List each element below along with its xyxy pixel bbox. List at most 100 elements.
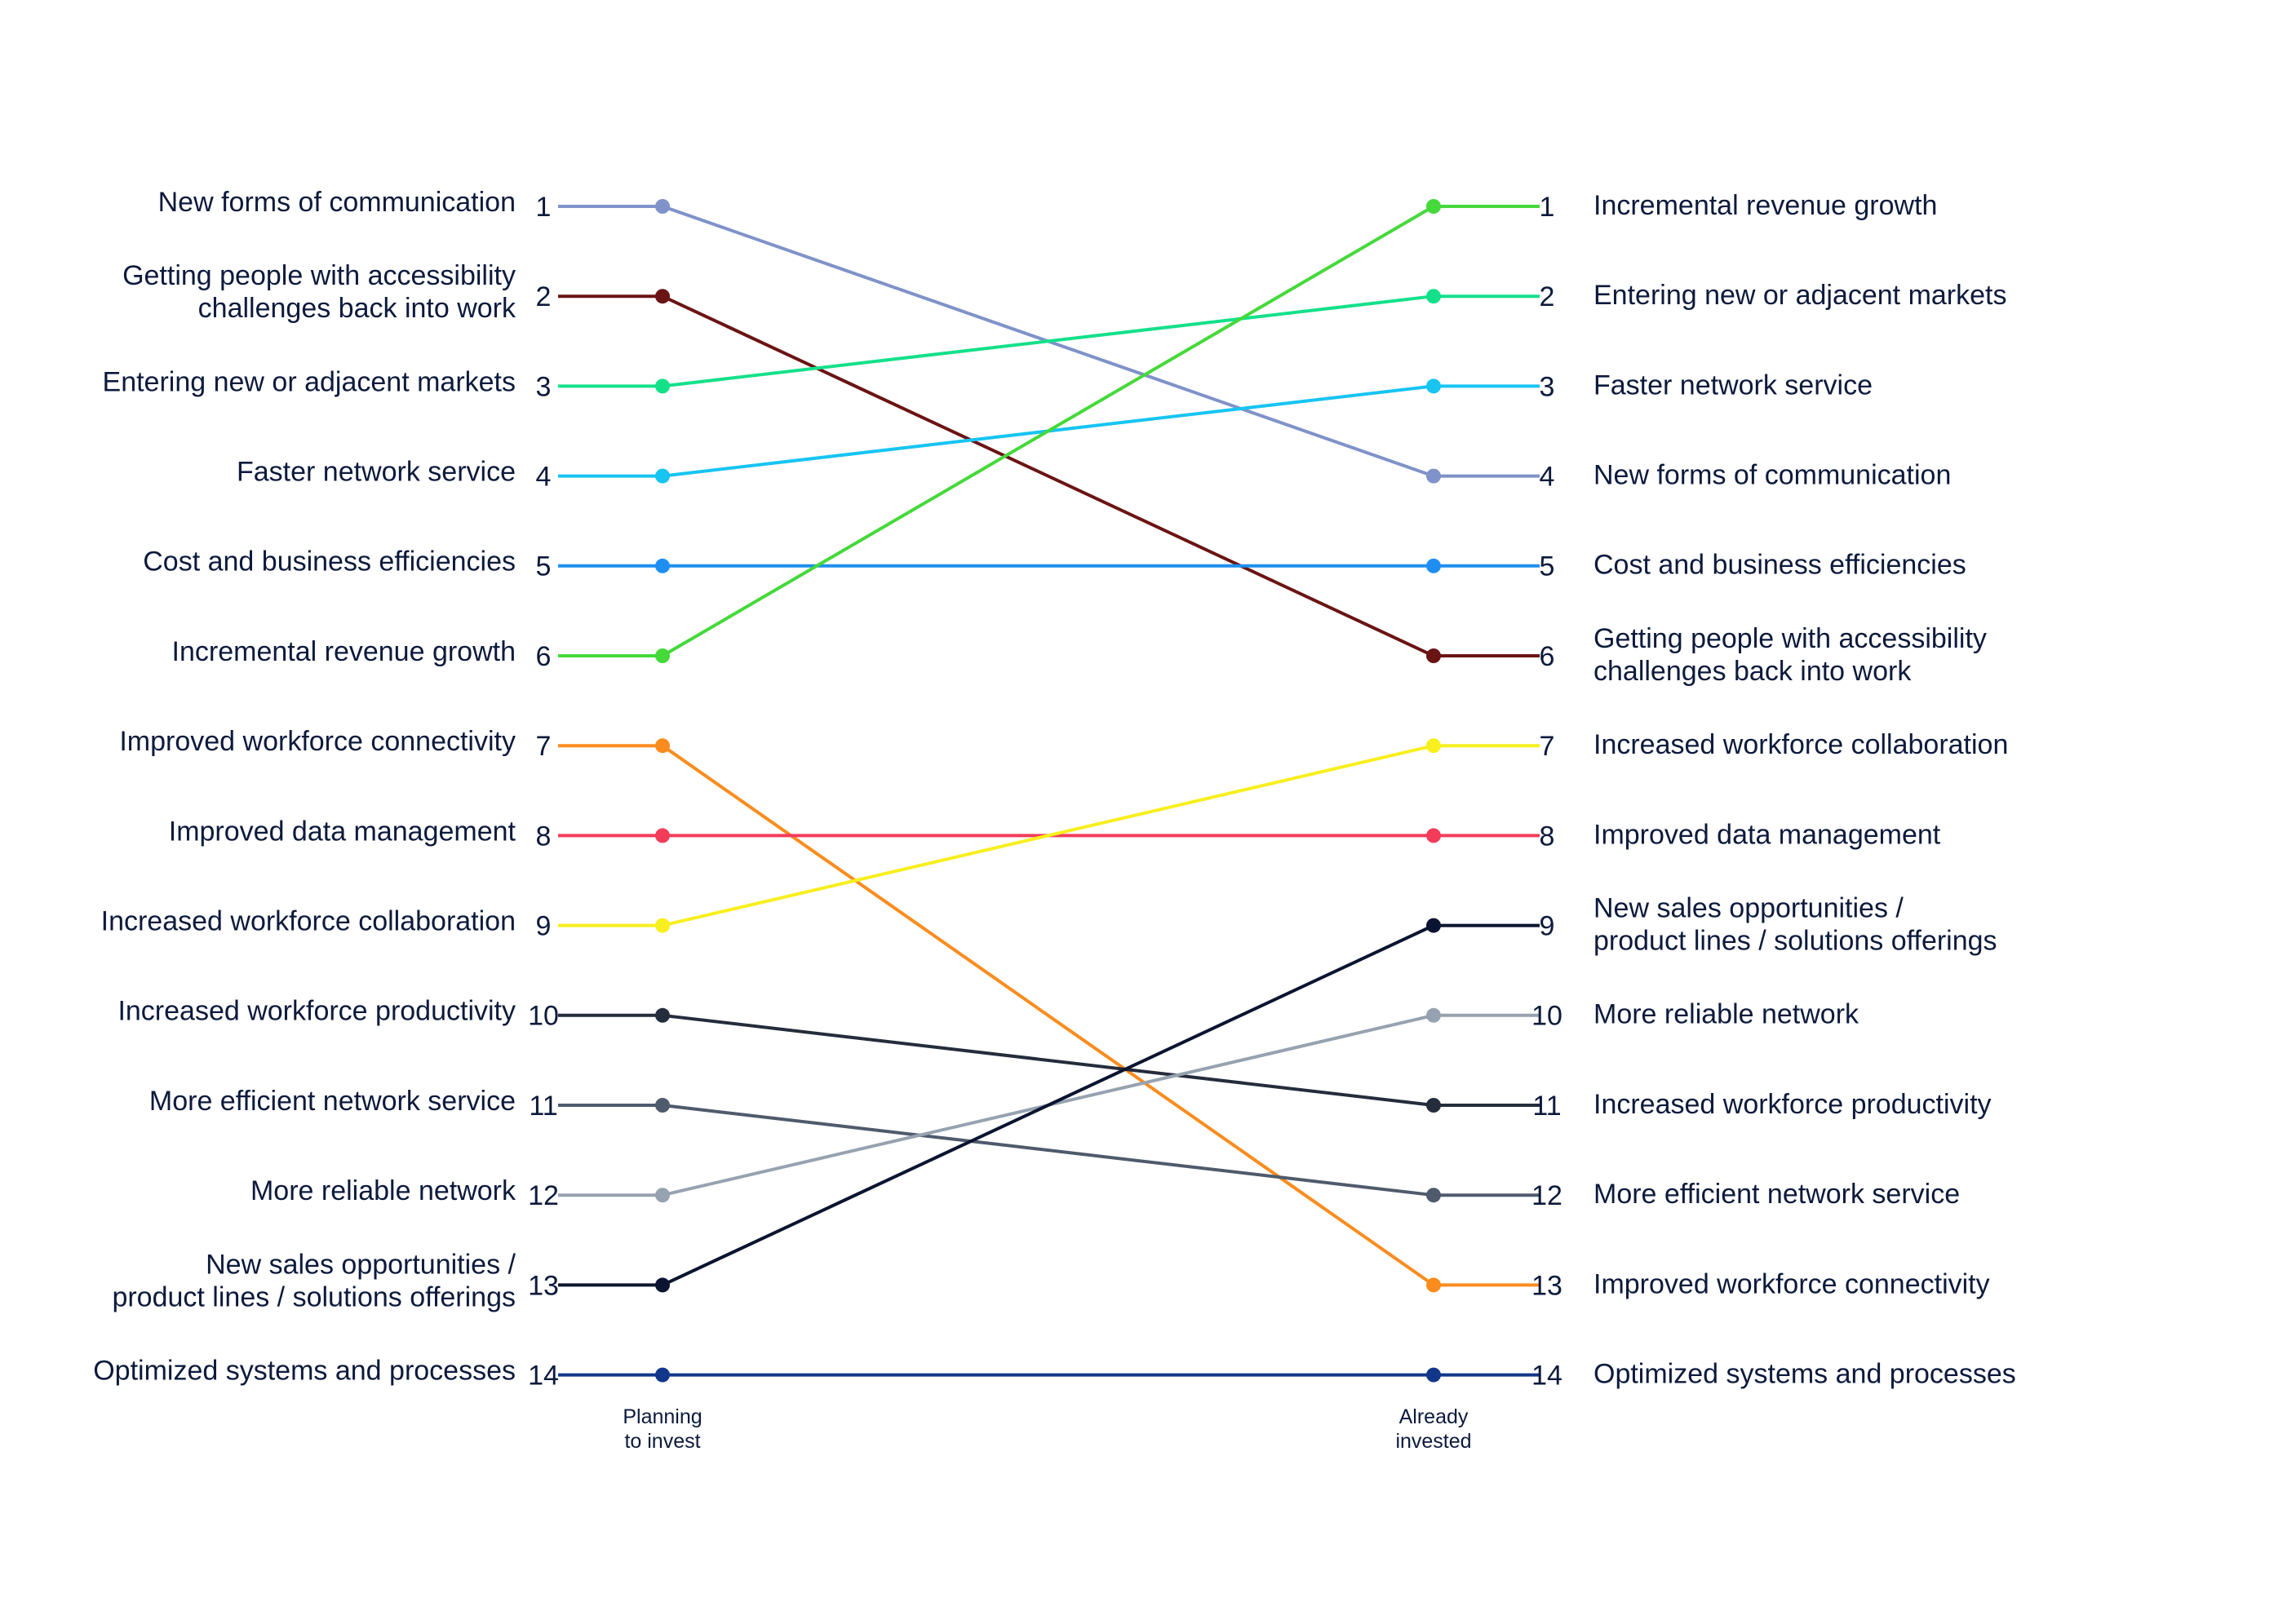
series-10-slope-line [661,1013,1435,1107]
column-label-planning-line-1: Planning [623,1405,702,1428]
left-rank-number-1: 1 [536,192,552,223]
left-label-rank-1-line-1: New forms of communication [158,187,516,218]
right-label-rank-11: Increased workforce productivity [1593,1089,1992,1120]
series-7-slope-line [661,744,1435,1287]
series-6-slope-line [661,205,1435,657]
right-label-rank-13: Improved workforce connectivity [1593,1268,1990,1299]
right-rank-number-7: 7 [1540,731,1555,762]
left-rank-number-4: 4 [536,462,552,493]
left-rank-number-3: 3 [536,371,552,402]
right-rank-number-3: 3 [1540,371,1555,402]
left-label-rank-14: Optimized systems and processes [93,1356,516,1387]
series-11-slope-line [661,1104,1435,1197]
series-3-point-planning [655,378,670,394]
right-label-rank-14: Optimized systems and processes [1593,1359,2016,1390]
left-rank-number-13: 13 [528,1270,559,1301]
series-13-point-planning [655,1277,670,1293]
series-12-point-invested [1426,1007,1441,1023]
left-label-rank-13: New sales opportunities / product lines /… [112,1249,516,1312]
left-label-rank-11-line-1: More efficient network service [149,1086,516,1117]
series-5-point-planning [655,558,670,573]
right-rank-number-2: 2 [1540,281,1555,312]
right-rank-number-5: 5 [1540,551,1555,582]
left-label-rank-6: Incremental revenue growth [172,636,516,667]
left-label-rank-5: Cost and business efficiencies [143,547,516,578]
left-label-rank-4-line-1: Faster network service [237,457,516,488]
right-label-rank-5: Cost and business efficiencies [1593,550,1966,581]
series-11-point-invested [1426,1188,1441,1203]
right-rank-number-13: 13 [1531,1270,1562,1301]
right-label-rank-6: Getting people with accessibility challen… [1593,623,1987,687]
left-label-rank-10: Increased workforce productivity [117,996,516,1027]
series-9-slope-line [661,744,1435,927]
series-2-slope-line [661,294,1435,657]
left-label-rank-1: New forms of communication [158,187,516,218]
right-label-rank-7-line-1: Increased workforce collaboration [1593,729,2008,760]
series-1-point-invested [1426,468,1441,484]
series-14-point-invested [1426,1367,1441,1383]
series-13-slope-line [661,923,1435,1287]
left-label-rank-14-line-1: Optimized systems and processes [93,1356,516,1387]
series-1-point-planning [655,199,670,214]
series-9-point-planning [655,918,670,933]
left-rank-number-12: 12 [528,1180,559,1211]
right-label-rank-3: Faster network service [1593,370,1873,400]
left-label-rank-13-line-2: product lines / solutions offerings [112,1281,516,1312]
series-5-point-invested [1426,558,1441,573]
column-label-invested-line-1: Already [1399,1405,1469,1428]
series-14-point-planning [655,1367,670,1383]
right-label-rank-2: Entering new or adjacent markets [1593,280,2006,311]
left-label-rank-3: Entering new or adjacent markets [103,366,516,397]
left-rank-number-6: 6 [536,641,552,672]
right-label-rank-4-line-1: New forms of communication [1593,460,1951,491]
right-label-rank-7: Increased workforce collaboration [1593,729,2008,760]
left-label-rank-3-line-1: Entering new or adjacent markets [103,366,516,397]
left-label-rank-8-line-1: Improved data management [169,816,516,847]
left-rank-number-8: 8 [536,821,552,852]
right-label-rank-9-line-1: New sales opportunities / [1593,893,1904,924]
right-rank-number-6: 6 [1540,641,1555,672]
left-label-rank-6-line-1: Incremental revenue growth [172,636,516,667]
series-10-point-invested [1426,1098,1441,1113]
series-4-point-invested [1426,378,1441,394]
series-12-point-planning [655,1188,670,1203]
right-rank-number-8: 8 [1540,821,1555,852]
left-label-rank-8: Improved data management [169,816,516,847]
right-label-rank-6-line-1: Getting people with accessibility [1593,623,1987,654]
right-label-rank-14-line-1: Optimized systems and processes [1593,1359,2016,1390]
left-rank-number-5: 5 [536,551,552,582]
series-2-point-invested [1426,648,1441,663]
column-label-planning: Planning to invest [623,1405,702,1453]
column-label-invested: Already invested [1395,1405,1471,1453]
right-label-rank-3-line-1: Faster network service [1593,370,1873,400]
series-3-slope-line [661,294,1435,388]
series-6-point-invested [1426,199,1441,214]
right-label-rank-2-line-1: Entering new or adjacent markets [1593,280,2006,311]
right-label-rank-1-line-1: Incremental revenue growth [1593,190,1937,221]
right-label-rank-10-line-1: More reliable network [1593,999,1859,1030]
left-rank-number-7: 7 [536,731,552,762]
left-label-rank-2-line-1: Getting people with accessibility [122,260,516,291]
series-7-point-invested [1426,1277,1441,1293]
column-label-invested-line-2: invested [1395,1430,1471,1453]
left-rank-number-14: 14 [528,1361,559,1392]
right-rank-number-11: 11 [1532,1091,1561,1122]
series-4-point-planning [655,468,670,484]
left-label-rank-13-line-1: New sales opportunities / [206,1249,516,1280]
left-rank-number-10: 10 [528,1001,559,1032]
right-rank-number-1: 1 [1540,192,1555,223]
left-label-rank-2-line-2: challenges back into work [198,293,516,324]
right-label-rank-10: More reliable network [1593,999,1859,1030]
right-rank-number-14: 14 [1531,1361,1562,1392]
right-label-rank-5-line-1: Cost and business efficiencies [1593,550,1966,581]
right-label-rank-13-line-1: Improved workforce connectivity [1593,1268,1990,1299]
column-label-planning-line-2: to invest [624,1430,700,1453]
right-label-rank-6-line-2: challenges back into work [1593,656,1912,687]
right-rank-number-10: 10 [1531,1001,1562,1032]
right-label-rank-9: New sales opportunities / product lines /… [1593,893,1997,957]
left-label-rank-9-line-1: Increased workforce collaboration [101,906,516,937]
left-label-rank-4: Faster network service [237,457,516,488]
right-label-rank-4: New forms of communication [1593,460,1951,491]
